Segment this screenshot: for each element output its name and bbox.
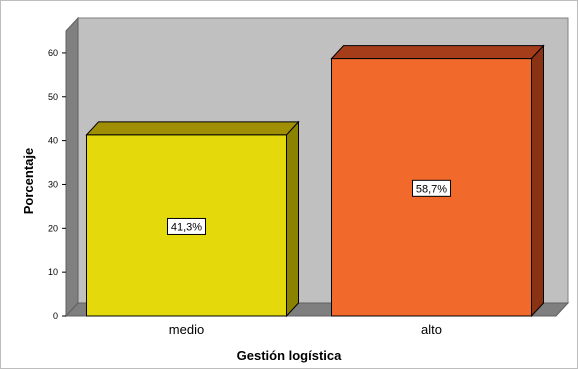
data-label-medio: 41,3% <box>171 221 202 233</box>
x-axis-title: Gestión logística <box>237 348 343 363</box>
y-tick-label: 30 <box>48 179 58 189</box>
y-tick-label: 40 <box>48 136 58 146</box>
bar-side-medio <box>286 120 299 318</box>
data-label-box <box>412 179 451 197</box>
y-tick-label: 50 <box>48 92 58 102</box>
x-tick-label-medio: medio <box>169 322 204 337</box>
data-label-alto: 58,7% <box>416 183 447 195</box>
bar-top-medio <box>85 121 300 136</box>
data-label-box <box>167 217 206 235</box>
side-wall <box>65 16 79 318</box>
y-tick-label: 20 <box>48 223 58 233</box>
bar-side-alto <box>531 44 544 318</box>
y-tick-label: 60 <box>48 48 58 58</box>
bar-top-alto <box>330 45 545 60</box>
x-tick-label-alto: alto <box>421 322 442 337</box>
y-tick-label: 0 <box>53 311 58 321</box>
y-axis-title: Porcentaje <box>21 148 36 214</box>
y-tick-label: 10 <box>48 267 58 277</box>
